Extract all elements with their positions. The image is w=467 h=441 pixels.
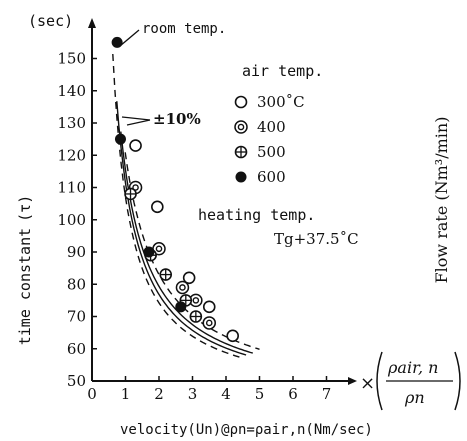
legend-marker xyxy=(235,171,247,183)
x-axis-arrow xyxy=(348,377,357,385)
y-tick-label: 80 xyxy=(67,275,86,293)
x-unit-denominator: ρn xyxy=(404,388,425,407)
data-point xyxy=(111,36,123,48)
fit-curve-outer xyxy=(120,131,253,354)
x-axis-title: velocity(Un)@ρn=ρair,n(Nm/sec) xyxy=(120,422,373,438)
x-unit-factor: × ρair, n ρn xyxy=(360,351,461,411)
legend-label: 500 xyxy=(257,143,286,161)
data-point-inner xyxy=(155,245,163,253)
data-points xyxy=(111,36,239,343)
y-axis-title: time constant xyxy=(16,228,34,345)
data-point-inner xyxy=(205,319,213,327)
legend-label: 300˚C xyxy=(257,93,305,111)
data-point-inner xyxy=(192,297,200,304)
data-point xyxy=(175,280,190,295)
legend-marker xyxy=(234,95,248,109)
room-temp-leader xyxy=(119,29,140,47)
data-point xyxy=(114,133,126,145)
legend-label: 400 xyxy=(257,118,286,136)
x-unit-paren-right xyxy=(454,351,461,411)
axis-ticks: 0 1 2 3 4 5 6 7 50 60 70 80 90 100 110 120 130 140 150 xyxy=(57,50,331,404)
x-unit-numerator: ρair, n xyxy=(387,358,438,377)
data-point-inner xyxy=(132,184,139,191)
x-tick-label: 5 xyxy=(255,385,265,403)
x-unit-times: × xyxy=(360,373,375,394)
tolerance-label: ±10% xyxy=(153,110,201,128)
data-point xyxy=(129,139,142,152)
tol-leader-2 xyxy=(126,119,151,126)
y-tick-label: 110 xyxy=(57,179,86,197)
legend-marker-inner xyxy=(237,123,245,131)
data-point xyxy=(182,271,196,285)
flow-rate-label: Flow rate (Nm³/min) xyxy=(432,117,451,284)
data-point-inner xyxy=(179,284,186,291)
data-point xyxy=(226,329,239,343)
y-tick-label: 140 xyxy=(57,82,86,100)
heating-tg-label: Tg+37.5˚C xyxy=(274,230,359,248)
legend: 300˚C 400 500 600 xyxy=(234,93,305,186)
x-tick-label: 7 xyxy=(322,385,332,403)
data-point xyxy=(143,246,155,258)
y-tick-label: 150 xyxy=(57,50,86,68)
heating-label: heating temp. xyxy=(198,206,315,224)
x-tick-label: 3 xyxy=(188,385,198,403)
svg-text:time constant(τ): time constant (τ) xyxy=(16,195,34,346)
legend-title: air temp. xyxy=(242,62,323,80)
y-tick-label: 70 xyxy=(67,308,86,326)
legend-label: 600 xyxy=(257,168,286,186)
x-tick-label: 2 xyxy=(154,385,164,403)
y-axis-symbol: (τ) xyxy=(16,195,34,222)
x-unit-paren-left xyxy=(376,351,383,411)
y-tick-label: 120 xyxy=(57,146,86,164)
x-tick-label: 6 xyxy=(288,385,298,403)
y-tick-label: 100 xyxy=(57,211,86,229)
y-tick-label: 60 xyxy=(67,340,86,358)
x-tick-label: 1 xyxy=(121,385,131,403)
y-unit-label: (sec) xyxy=(28,12,73,30)
x-tick-label: 4 xyxy=(221,385,231,403)
lower-tolerance-curve xyxy=(112,53,240,358)
tol-leader-1 xyxy=(121,116,151,121)
fit-curve-main xyxy=(116,101,247,356)
data-point xyxy=(151,200,164,214)
y-axis-arrow xyxy=(88,18,96,28)
y-tick-label: 130 xyxy=(57,114,86,132)
y-tick-label: 50 xyxy=(67,372,86,390)
legend-marker xyxy=(234,120,248,134)
x-tick-label: 0 xyxy=(87,385,97,403)
room-temp-label: room temp. xyxy=(142,21,226,37)
data-point xyxy=(175,301,187,313)
data-point xyxy=(202,316,216,330)
data-point xyxy=(202,300,216,314)
y-tick-label: 90 xyxy=(67,243,86,261)
